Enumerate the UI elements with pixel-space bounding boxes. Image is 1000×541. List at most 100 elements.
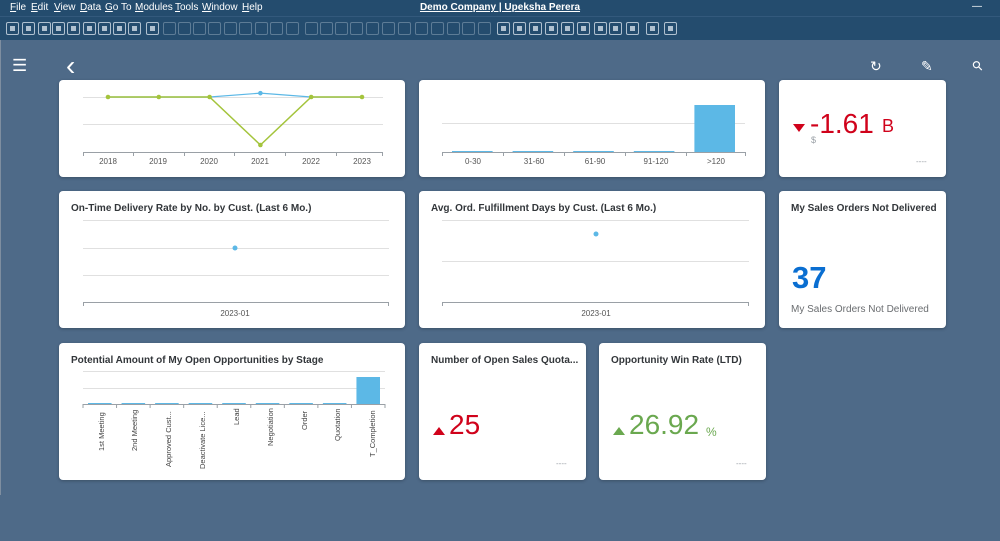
toolbar-button-icon[interactable]: [561, 22, 574, 35]
toolbar-button-icon[interactable]: [497, 22, 510, 35]
card-title: Avg. Ord. Fulfillment Days by Cust. (Las…: [431, 203, 657, 214]
series-line: [108, 96, 362, 147]
down-arrow-icon: [793, 124, 805, 132]
toolbar-button-icon: [255, 22, 268, 35]
x-tick-label: 2020: [200, 157, 218, 166]
toolbar-button-icon: [462, 22, 475, 35]
x-tick-label: 2023-01: [581, 309, 611, 318]
x-tick-label: Deactivate Lice...: [198, 411, 207, 469]
x-tick-label: 61-90: [584, 157, 606, 166]
menu-file[interactable]: File: [10, 2, 27, 13]
opportunities-bar-chart: [82, 377, 386, 408]
amount-kpi-card[interactable]: -1.61 B $ ----: [779, 80, 946, 177]
x-tick-label: >120: [706, 157, 726, 166]
toolbar-button-icon[interactable]: [22, 22, 35, 35]
data-point: [593, 231, 599, 237]
menu-go-to[interactable]: Go To: [105, 2, 132, 13]
x-tick-label: Lead: [232, 408, 241, 425]
minimize-button[interactable]: —: [972, 1, 982, 12]
search-icon[interactable]: ⚲: [968, 56, 987, 75]
trend-card[interactable]: 2018 2019 2020 2021 2022 2023: [59, 80, 405, 177]
left-divider: [0, 40, 1, 495]
back-icon[interactable]: ‹: [66, 50, 76, 81]
data-point: [207, 94, 212, 100]
hamburger-menu-icon[interactable]: ☰: [12, 56, 28, 75]
toolbar-button-icon: [335, 22, 348, 35]
kpi-value: -1.61: [810, 108, 874, 139]
bar: [88, 403, 112, 404]
ontime-delivery-card[interactable]: On-Time Delivery Rate by No. by Cust. (L…: [59, 191, 405, 328]
toolbar-button-icon[interactable]: [146, 22, 159, 35]
menu-modules[interactable]: Modules: [135, 2, 173, 13]
bar: [121, 403, 146, 404]
aging-card[interactable]: 0-30 31-60 61-90 91-120 >120: [419, 80, 765, 177]
menu-tools[interactable]: Tools: [175, 2, 199, 13]
toolbar-button-icon[interactable]: [594, 22, 607, 35]
bar: [155, 403, 179, 404]
bar: [452, 151, 493, 152]
toolbar-button-icon[interactable]: [128, 22, 141, 35]
toolbar-button-icon: [305, 22, 318, 35]
menu-help[interactable]: Help: [242, 2, 263, 13]
toolbar-button-icon[interactable]: [67, 22, 80, 35]
toolbar-button-icon: [239, 22, 252, 35]
fulfillment-days-card[interactable]: Avg. Ord. Fulfillment Days by Cust. (Las…: [419, 191, 765, 328]
x-tick-label: 31-60: [523, 157, 545, 166]
kpi-scale: B: [882, 116, 895, 136]
toolbar-button-icon[interactable]: [646, 22, 659, 35]
bar: [694, 105, 735, 152]
toolbar-button-icon: [478, 22, 491, 35]
toolbar-button-icon: [208, 22, 221, 35]
x-tick-label: Order: [300, 410, 309, 430]
toolbar-button-icon: [320, 22, 333, 35]
toolbar-button-icon: [366, 22, 379, 35]
toolbar-button-icon[interactable]: [513, 22, 526, 35]
trend-line-chart: [105, 90, 365, 148]
x-tick-label: 2021: [251, 157, 269, 166]
toolbar-button-icon[interactable]: [545, 22, 558, 35]
app-bar: ☰ ‹ ↻ ✎ ⚲: [0, 40, 1000, 94]
toolbar-button-icon: [382, 22, 395, 35]
x-tick-label: 2022: [302, 157, 320, 166]
fulfillment-scatter-chart: [593, 231, 599, 237]
ontime-scatter-chart: [232, 245, 238, 251]
toolbar-button-icon[interactable]: [626, 22, 639, 35]
toolbar-button-icon[interactable]: [83, 22, 96, 35]
opportunities-card[interactable]: Potential Amount of My Open Opportunitie…: [59, 343, 405, 480]
kpi-subtitle: My Sales Orders Not Delivered: [791, 304, 929, 315]
menu-edit[interactable]: Edit: [31, 2, 49, 13]
toolbar-button-icon[interactable]: [529, 22, 542, 35]
toolbar-button-icon[interactable]: [577, 22, 590, 35]
toolbar-button-icon[interactable]: [52, 22, 65, 35]
menu-view[interactable]: View: [54, 2, 76, 13]
up-arrow-icon: [433, 427, 445, 435]
toolbar-button-icon[interactable]: [664, 22, 677, 35]
open-quotations-card[interactable]: Number of Open Sales Quota... 25 ----: [419, 343, 586, 480]
kpi-footer: ----: [556, 459, 567, 468]
bar: [188, 403, 213, 404]
toolbar-button-icon[interactable]: [609, 22, 622, 35]
x-tick-label: Negotiation: [266, 408, 275, 446]
not-delivered-card[interactable]: My Sales Orders Not Delivered 37 My Sale…: [779, 191, 946, 328]
toolbar-button-icon[interactable]: [6, 22, 19, 35]
win-rate-card[interactable]: Opportunity Win Rate (LTD) 26.92 % ----: [599, 343, 766, 480]
x-tick-label: 2018: [99, 157, 117, 166]
edit-icon[interactable]: ✎: [921, 58, 933, 74]
toolbar-button-icon: [270, 22, 283, 35]
data-point: [258, 142, 263, 148]
toolbar-button-icon: [398, 22, 411, 35]
toolbar-button-icon[interactable]: [113, 22, 126, 35]
refresh-icon[interactable]: ↻: [870, 58, 882, 74]
toolbar-button-icon: [350, 22, 363, 35]
x-tick-label: 91-120: [643, 157, 669, 166]
kpi-unit: $: [811, 135, 817, 145]
menu-data[interactable]: Data: [80, 2, 102, 13]
bar: [222, 403, 246, 404]
toolbar-button-icon[interactable]: [38, 22, 51, 35]
toolbar-button-icon[interactable]: [98, 22, 111, 35]
toolbar-button-icon: [163, 22, 176, 35]
menu-window[interactable]: Window: [202, 2, 238, 13]
toolbar-button-icon: [178, 22, 191, 35]
data-point: [258, 90, 263, 96]
bar: [573, 151, 614, 152]
